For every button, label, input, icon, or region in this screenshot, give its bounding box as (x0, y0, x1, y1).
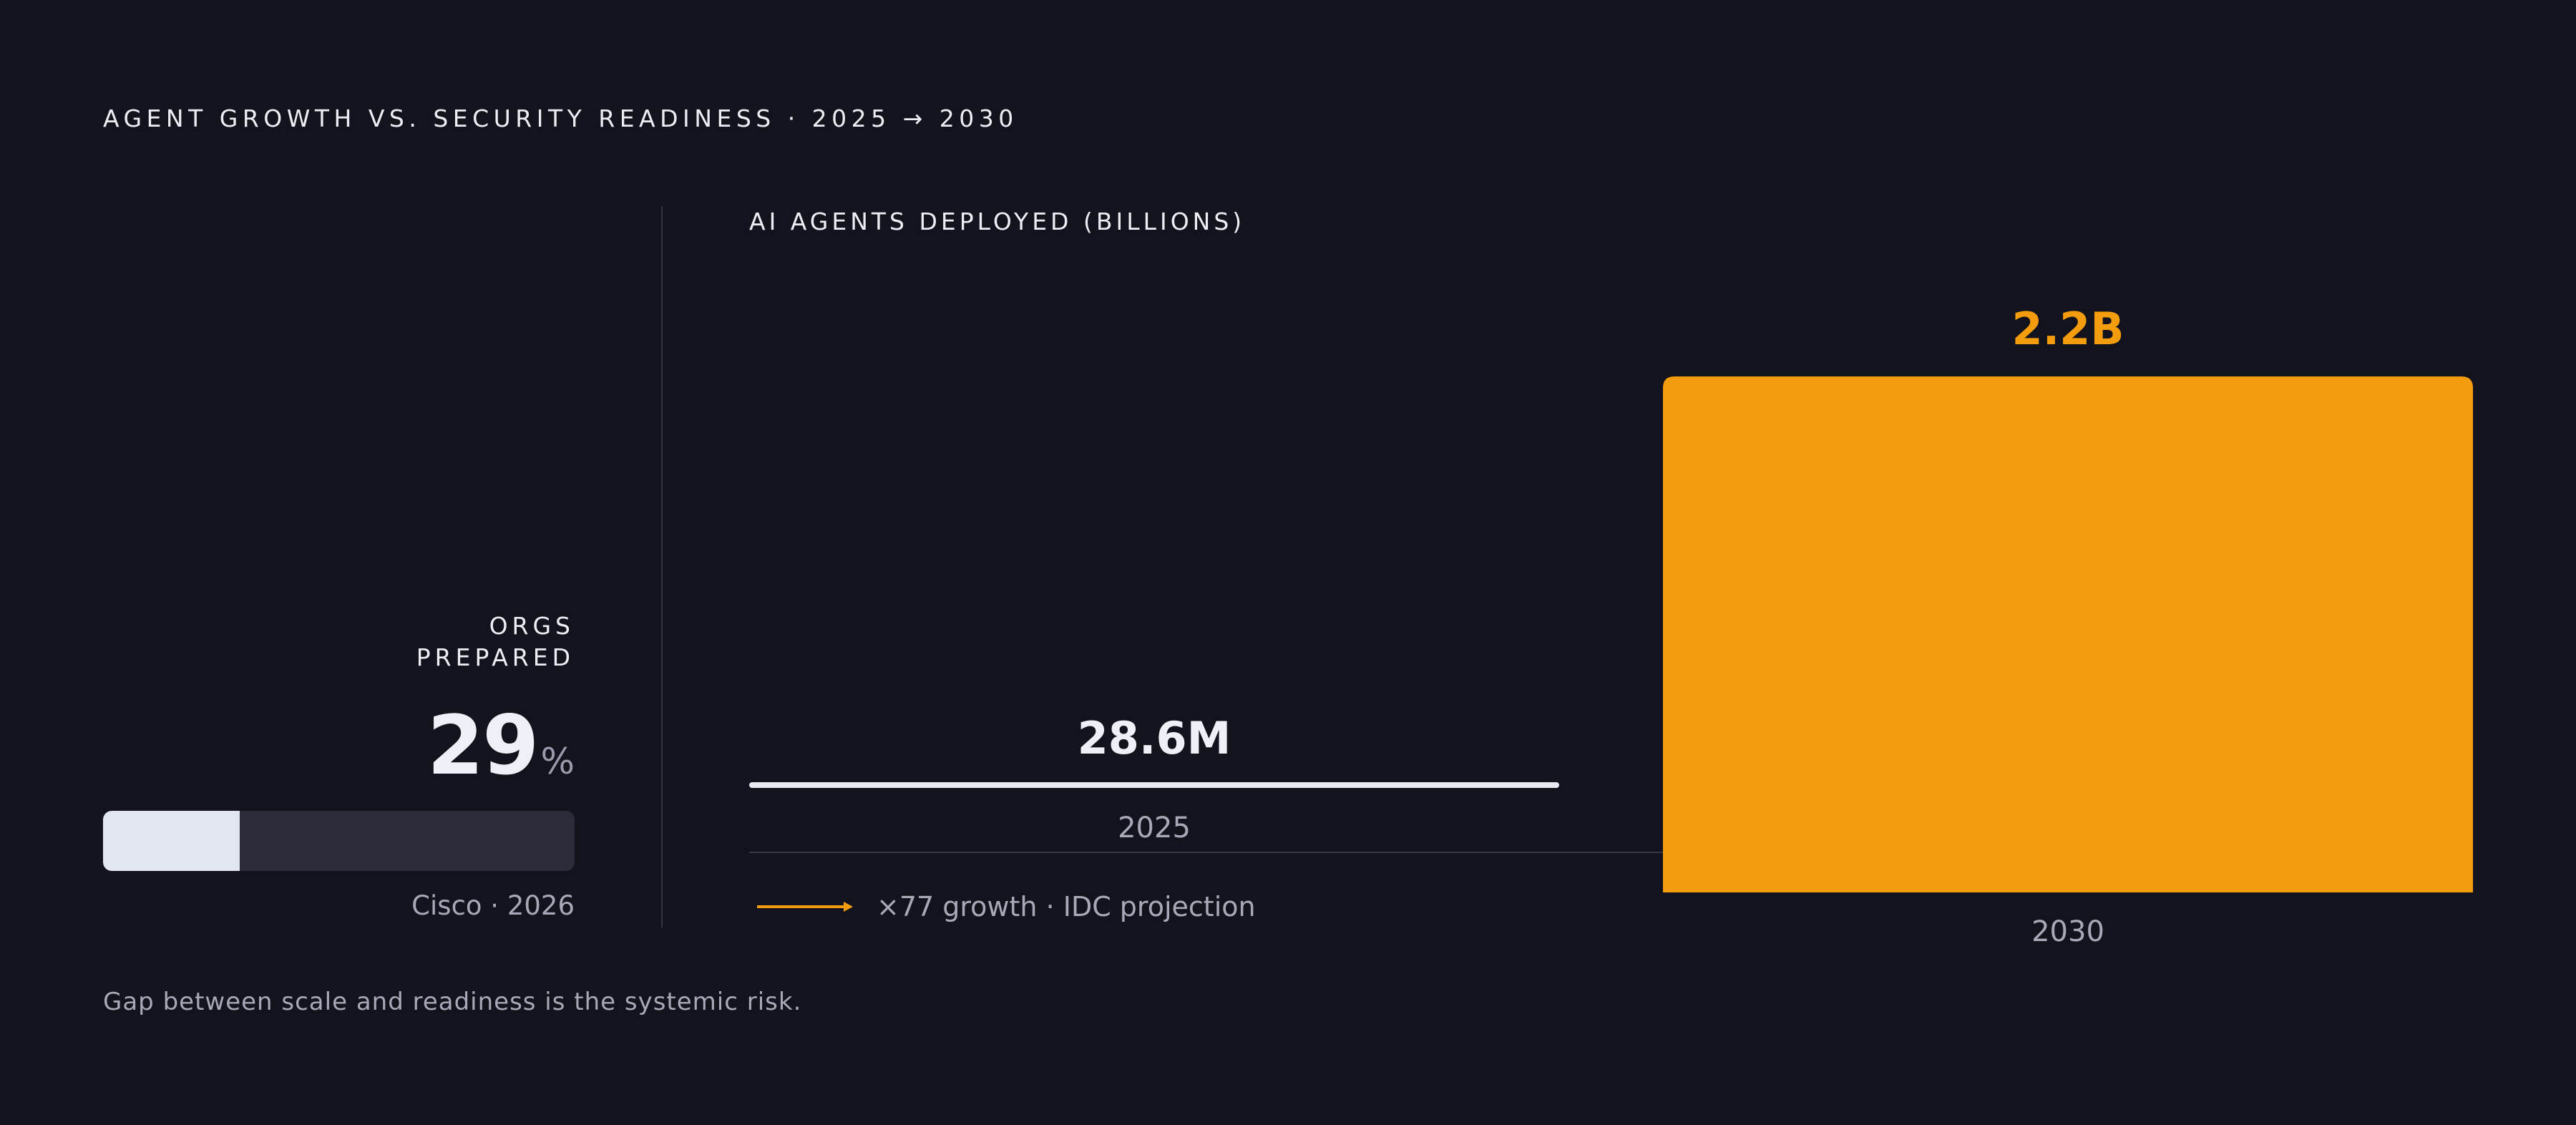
bar-2030 (1663, 376, 2473, 892)
metric-source: Cisco · 2026 (411, 890, 575, 921)
panel-divider (661, 206, 663, 927)
value-label-2030: 2.2B (2011, 303, 2124, 355)
footnote: Gap between scale and readiness is the s… (103, 988, 802, 1016)
growth-arrow-icon (757, 902, 853, 912)
value-label-2025: 28.6M (1078, 712, 1231, 764)
readiness-progress-bar (103, 811, 575, 871)
metric-unit: % (540, 741, 575, 782)
page-title: AGENT GROWTH VS. SECURITY READINESS · 20… (103, 104, 1018, 132)
category-label-2030: 2030 (2031, 915, 2104, 948)
chart-subtitle: AI AGENTS DEPLOYED (BILLIONS) (749, 208, 1246, 235)
metric-label-line2: PREPARED (416, 643, 575, 671)
category-label-2025: 2025 (1118, 812, 1191, 844)
growth-legend: ×77 growth · IDC projection (757, 890, 1256, 923)
growth-note: ×77 growth · IDC projection (877, 891, 1256, 922)
readiness-progress-fill (103, 811, 240, 871)
bar-2025 (749, 782, 1559, 788)
metric-value: 29% (427, 705, 575, 786)
metric-label-line1: ORGS (489, 612, 575, 640)
metric-label: ORGS PREPARED (416, 610, 575, 673)
metric-number: 29 (426, 698, 540, 793)
